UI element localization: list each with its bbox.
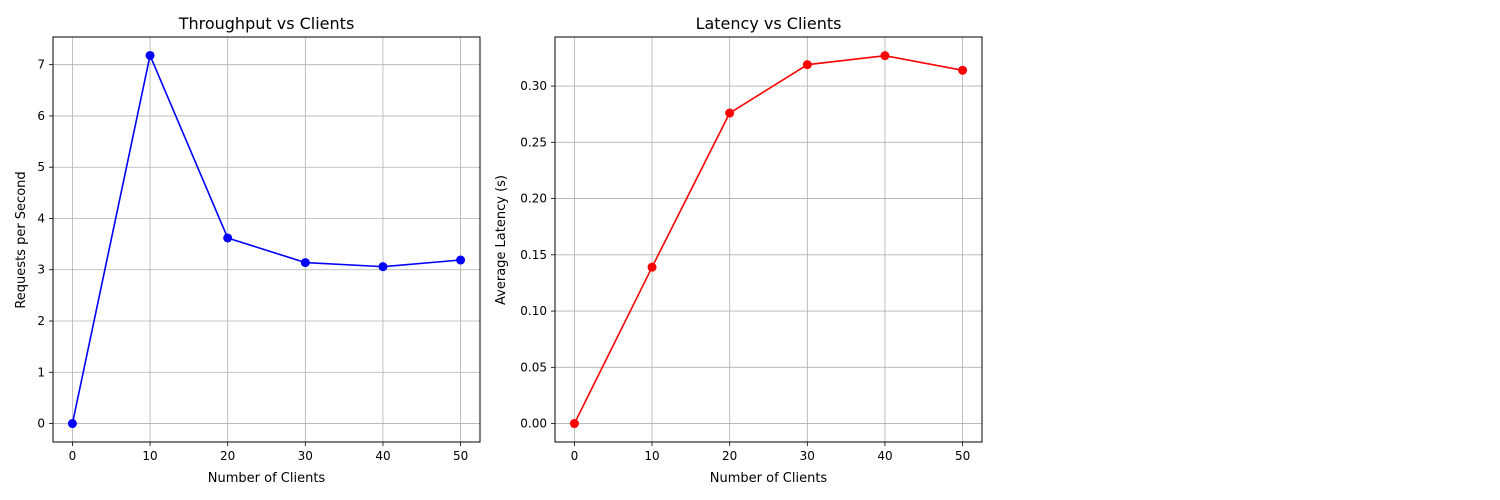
- series-line: [573, 54, 963, 424]
- x-tick-label: 20: [722, 449, 737, 463]
- x-tick-label: 20: [220, 449, 235, 463]
- y-tick-label: 3: [37, 263, 45, 277]
- data-series: [67, 50, 466, 429]
- data-point: [145, 50, 155, 60]
- y-tick-label: 0.15: [520, 248, 547, 262]
- chart-title: Throughput vs Clients: [178, 14, 355, 33]
- data-point: [802, 60, 812, 70]
- x-tick-label: 0: [69, 449, 77, 463]
- x-tick-label: 30: [298, 449, 313, 463]
- y-tick-label: 4: [37, 211, 45, 225]
- grid-lines: [555, 37, 982, 442]
- y-tick-label: 2: [37, 314, 45, 328]
- y-tick-label: 7: [37, 58, 45, 72]
- y-tick-label: 0.10: [520, 304, 547, 318]
- y-tick-label: 0.30: [520, 79, 547, 93]
- y-tick-label: 0.25: [520, 135, 547, 149]
- data-point: [880, 51, 890, 61]
- y-tick-label: 0.05: [520, 360, 547, 374]
- throughput-chart: Throughput vs Clients Number of Clients …: [14, 14, 481, 486]
- y-tick-label: 1: [37, 365, 45, 379]
- x-tick-label: 50: [955, 449, 970, 463]
- x-tick-label: 10: [142, 449, 157, 463]
- x-tick-label: 50: [453, 449, 468, 463]
- axis-ticks: 0 10 20 30 40 50 0 1 2 3 4 5 6 7: [37, 58, 468, 463]
- axis-ticks: 0 10 20 30 40 50 0.00 0.05 0.10 0.15 0.20 0.25 0.30: [520, 79, 970, 463]
- x-axis-label: Number of Clients: [710, 471, 828, 486]
- y-axis-label: Average Latency (s): [494, 175, 509, 305]
- data-point: [647, 262, 657, 272]
- data-point: [958, 65, 968, 75]
- x-axis-label: Number of Clients: [208, 471, 326, 486]
- latency-chart: Latency vs Clients Number of Clients Ave…: [494, 14, 983, 486]
- data-series: [569, 51, 968, 429]
- data-point: [725, 108, 735, 118]
- y-axis-label: Requests per Second: [14, 171, 29, 308]
- data-point: [378, 262, 388, 272]
- x-tick-label: 30: [800, 449, 815, 463]
- data-point: [569, 419, 579, 429]
- series-line: [71, 52, 461, 424]
- y-tick-label: 0.20: [520, 192, 547, 206]
- grid-lines: [53, 37, 480, 442]
- plot-frame: [52, 36, 481, 443]
- x-tick-label: 40: [877, 449, 892, 463]
- data-point: [300, 258, 310, 268]
- y-tick-label: 0: [37, 417, 45, 431]
- data-point: [67, 419, 77, 429]
- data-point: [223, 233, 233, 243]
- y-tick-label: 5: [37, 160, 45, 174]
- y-tick-label: 0.00: [520, 417, 547, 431]
- chart-title: Latency vs Clients: [696, 14, 842, 33]
- data-point: [456, 255, 466, 265]
- x-tick-label: 10: [644, 449, 659, 463]
- x-tick-label: 40: [375, 449, 390, 463]
- y-tick-label: 6: [37, 109, 45, 123]
- plot-frame: [554, 36, 983, 443]
- x-tick-label: 0: [571, 449, 579, 463]
